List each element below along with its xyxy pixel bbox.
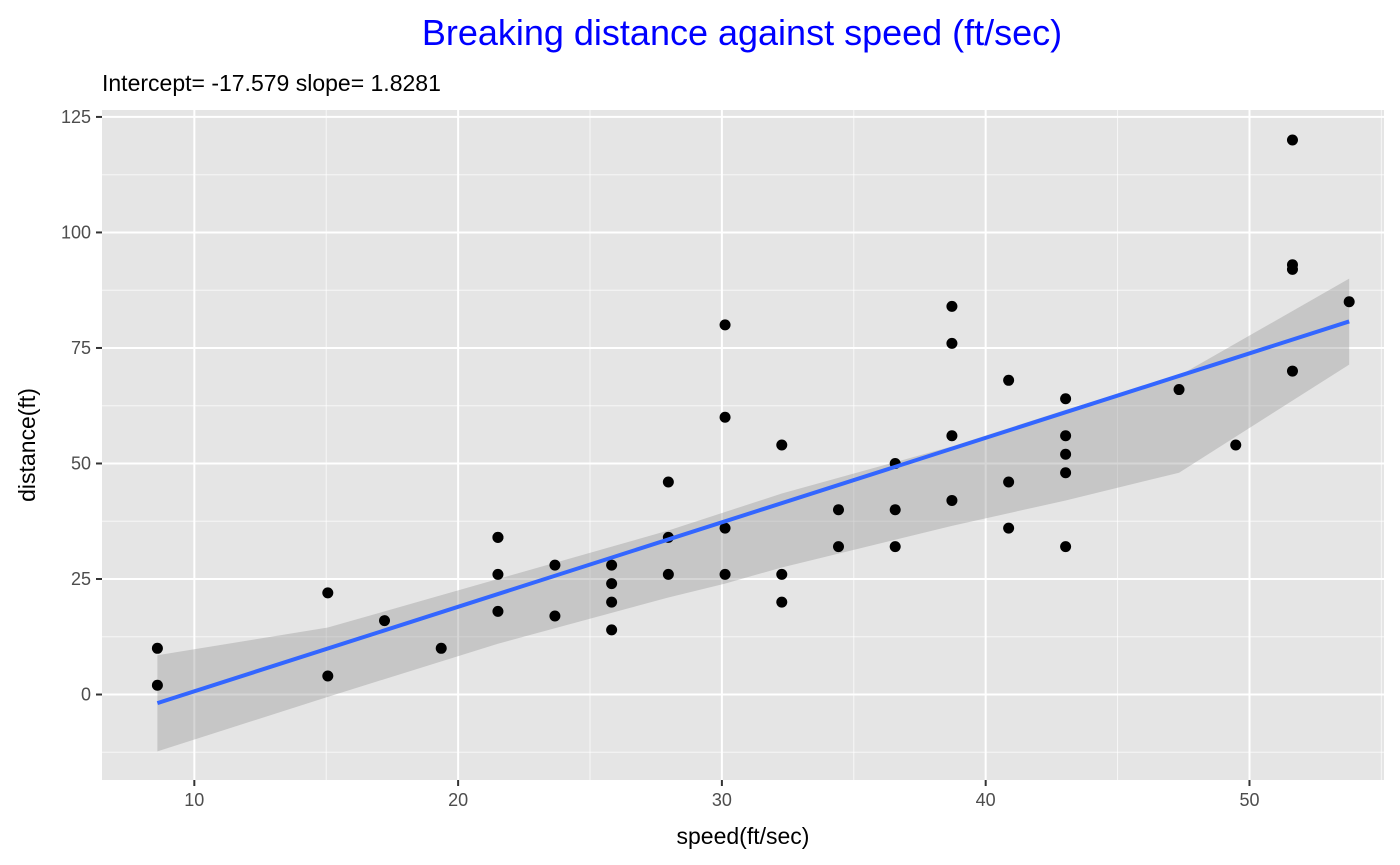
data-point bbox=[1060, 393, 1072, 405]
data-point bbox=[776, 596, 788, 608]
data-point bbox=[606, 596, 618, 608]
data-point bbox=[946, 430, 958, 442]
data-point bbox=[719, 522, 731, 534]
x-tick-label: 30 bbox=[712, 790, 732, 810]
data-point bbox=[719, 568, 731, 580]
y-axis: 0 25 50 75 100 125 bbox=[61, 107, 102, 705]
confidence-band bbox=[157, 278, 1350, 752]
x-axis-title: speed(ft/sec) bbox=[677, 823, 810, 849]
data-point bbox=[1173, 384, 1185, 396]
data-points bbox=[151, 134, 1355, 691]
plot-panel bbox=[102, 110, 1384, 780]
data-point bbox=[1230, 439, 1242, 451]
chart-subtitle: Intercept= -17.579 slope= 1.8281 bbox=[102, 70, 441, 96]
data-point bbox=[776, 439, 788, 451]
data-point bbox=[946, 337, 958, 349]
x-tick-label: 10 bbox=[184, 790, 204, 810]
data-point bbox=[946, 300, 958, 312]
data-point bbox=[662, 568, 674, 580]
data-point bbox=[1286, 259, 1298, 271]
data-point bbox=[1343, 296, 1355, 308]
data-point bbox=[719, 411, 731, 423]
regression-line-path bbox=[156, 319, 1350, 706]
y-tick-label: 25 bbox=[71, 569, 91, 589]
data-point bbox=[151, 679, 163, 691]
data-point bbox=[549, 559, 561, 571]
y-tick-label: 75 bbox=[71, 338, 91, 358]
minor-gridlines bbox=[102, 110, 1384, 780]
chart-title: Breaking distance against speed (ft/sec) bbox=[422, 12, 1062, 53]
data-point bbox=[549, 610, 561, 622]
data-point bbox=[435, 642, 447, 654]
major-gridlines bbox=[102, 110, 1384, 780]
data-point bbox=[1003, 522, 1015, 534]
y-tick-label: 0 bbox=[81, 685, 91, 705]
data-point bbox=[492, 605, 504, 617]
data-point bbox=[832, 541, 844, 553]
data-point bbox=[492, 531, 504, 543]
data-point bbox=[889, 504, 901, 516]
data-point bbox=[151, 642, 163, 654]
x-tick-label: 50 bbox=[1239, 790, 1259, 810]
regression-line bbox=[156, 319, 1350, 706]
data-point bbox=[606, 559, 618, 571]
data-point bbox=[719, 319, 731, 331]
y-tick-label: 125 bbox=[61, 107, 91, 127]
confidence-band-area bbox=[157, 278, 1350, 752]
data-point bbox=[662, 476, 674, 488]
data-point bbox=[322, 670, 334, 682]
data-point bbox=[606, 624, 618, 636]
data-point bbox=[606, 578, 618, 590]
data-point bbox=[1286, 134, 1298, 146]
x-tick-label: 40 bbox=[976, 790, 996, 810]
x-axis: 10 20 30 40 50 bbox=[184, 780, 1259, 810]
data-point bbox=[832, 504, 844, 516]
y-axis-title: distance(ft) bbox=[14, 388, 40, 502]
data-point bbox=[322, 587, 334, 599]
data-point bbox=[492, 568, 504, 580]
data-point bbox=[1003, 476, 1015, 488]
data-point bbox=[1003, 374, 1015, 386]
data-point bbox=[889, 541, 901, 553]
data-point bbox=[1060, 448, 1072, 460]
data-point bbox=[946, 494, 958, 506]
data-point bbox=[1060, 430, 1072, 442]
data-point bbox=[776, 568, 788, 580]
data-point bbox=[1060, 541, 1072, 553]
data-point bbox=[379, 615, 391, 627]
data-point bbox=[1060, 467, 1072, 479]
data-point bbox=[1286, 365, 1298, 377]
x-tick-label: 20 bbox=[448, 790, 468, 810]
y-tick-label: 100 bbox=[61, 222, 91, 242]
y-tick-label: 50 bbox=[71, 453, 91, 473]
